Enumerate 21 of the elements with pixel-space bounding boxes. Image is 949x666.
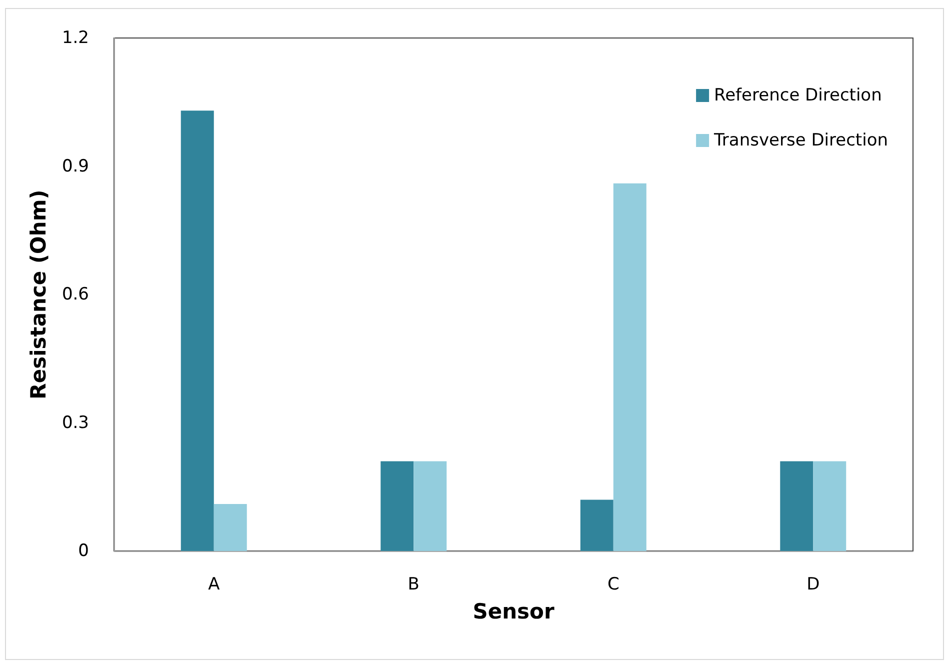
- x-tick-label: A: [208, 574, 220, 594]
- y-tick-label: 1.2: [62, 28, 89, 48]
- bar: [580, 500, 614, 551]
- y-tick-label: 0: [78, 541, 89, 561]
- y-tick-label: 0.9: [62, 156, 89, 176]
- x-tick-label: D: [806, 574, 820, 594]
- y-tick-label: 0.3: [62, 412, 89, 433]
- y-axis-title: Resistance (Ohm): [26, 190, 50, 400]
- bar: [613, 183, 646, 551]
- legend-label: Reference Direction: [714, 86, 882, 106]
- bar: [813, 461, 846, 551]
- bar: [780, 461, 814, 551]
- x-axis-title: Sensor: [472, 600, 555, 624]
- x-tick-label: C: [607, 574, 620, 594]
- bar: [214, 504, 247, 551]
- y-tick-label: 0.6: [62, 284, 89, 304]
- bar: [180, 110, 214, 551]
- bar: [414, 461, 447, 551]
- legend-label: Transverse Direction: [713, 130, 888, 150]
- x-tick-label: B: [408, 574, 420, 594]
- bar: [380, 461, 414, 551]
